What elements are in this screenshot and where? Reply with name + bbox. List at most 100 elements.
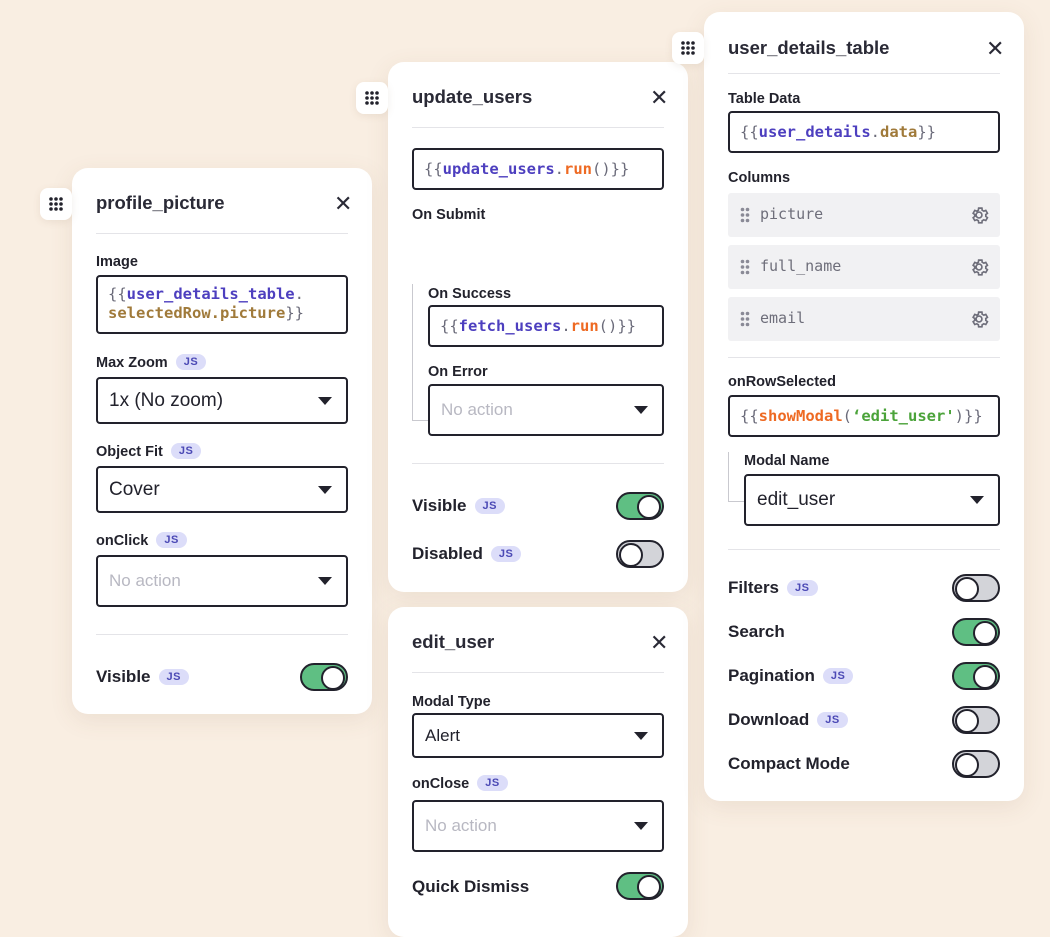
code-dot: .	[554, 160, 564, 178]
code-var: update_users	[442, 160, 555, 178]
panel-title: profile_picture	[96, 192, 225, 213]
on-success-code-input[interactable]: {{fetch_users.run()}}	[428, 305, 664, 347]
max-zoom-select[interactable]: 1x (No zoom)	[96, 377, 348, 424]
chevron-down-icon	[318, 485, 332, 494]
code-brace: }}	[964, 407, 983, 425]
divider	[96, 634, 348, 635]
js-badge[interactable]: JS	[170, 443, 202, 459]
code-brace: }}	[610, 160, 630, 178]
filters-label-text: Filters	[728, 578, 780, 597]
js-badge[interactable]: JS	[822, 668, 854, 684]
drag-handle-icon[interactable]	[356, 82, 388, 114]
onclose-select[interactable]: No action	[412, 800, 664, 852]
drag-handle-icon[interactable]	[672, 32, 704, 64]
gear-icon[interactable]	[968, 256, 990, 278]
compact-mode-toggle[interactable]	[952, 750, 1000, 778]
gear-icon[interactable]	[968, 308, 990, 330]
search-toggle[interactable]	[952, 618, 1000, 646]
modal-type-value: Alert	[425, 725, 460, 745]
filters-label: Filters JS	[728, 578, 818, 598]
close-icon[interactable]: ✕	[650, 630, 669, 655]
columns-label: Columns	[728, 170, 791, 186]
js-badge[interactable]: JS	[787, 580, 818, 596]
onclick-select[interactable]: No action	[96, 555, 348, 607]
drag-grip-icon[interactable]	[740, 207, 750, 223]
download-label: Download JS	[728, 710, 848, 730]
code-brace: }}	[917, 123, 936, 141]
object-fit-select[interactable]: Cover	[96, 466, 348, 513]
js-badge[interactable]: JS	[158, 669, 189, 685]
close-icon[interactable]: ✕	[334, 191, 353, 216]
code-brace: {{	[440, 317, 459, 335]
chevron-down-icon	[318, 396, 332, 405]
toggle-knob	[973, 665, 997, 689]
compact-mode-label: Compact Mode	[728, 754, 850, 773]
column-row[interactable]: picture	[728, 193, 1000, 237]
chevron-down-icon	[634, 731, 648, 740]
quick-dismiss-toggle[interactable]	[616, 872, 664, 900]
drag-handle-icon[interactable]	[40, 188, 72, 220]
object-fit-value: Cover	[109, 478, 160, 500]
divider	[412, 127, 664, 128]
chevron-down-icon	[970, 496, 984, 504]
max-zoom-label: Max Zoom JS	[96, 354, 207, 371]
toggle-knob	[955, 709, 979, 733]
grid-dots-icon	[365, 91, 379, 105]
js-badge[interactable]: JS	[817, 712, 848, 728]
download-toggle[interactable]	[952, 706, 1000, 734]
update-users-panel: update_users ✕ {{update_users.run()}} On…	[388, 62, 688, 592]
toggle-knob	[637, 495, 661, 519]
code-var: user_details_table	[126, 285, 295, 303]
visible-label-text: Visible	[412, 496, 467, 515]
chevron-down-icon	[634, 406, 648, 414]
pagination-toggle[interactable]	[952, 662, 1000, 690]
code-dot: .	[561, 317, 571, 335]
tree-line	[412, 284, 413, 420]
js-badge[interactable]: JS	[477, 775, 508, 791]
tree-line	[412, 420, 428, 421]
code-fn: showModal	[758, 407, 843, 425]
profile-picture-panel: profile_picture ✕ Image {{user_details_t…	[72, 168, 372, 714]
column-name: full_name	[760, 257, 842, 275]
table-data-code-input[interactable]: {{user_details.data}}	[728, 111, 1000, 153]
close-icon[interactable]: ✕	[650, 85, 669, 110]
code-paren: (	[842, 407, 853, 425]
visible-toggle[interactable]	[300, 663, 348, 691]
image-label: Image	[96, 254, 138, 270]
object-fit-label-text: Object Fit	[96, 444, 163, 460]
on-error-select[interactable]: No action	[428, 384, 664, 436]
image-code-input[interactable]: {{user_details_table. selectedRow.pictur…	[96, 275, 348, 334]
user-details-table-panel: user_details_table ✕ Table Data {{user_d…	[704, 12, 1024, 801]
code-paren: )	[954, 407, 965, 425]
on-row-selected-code-input[interactable]: {{showModal(‘edit_user')}}	[728, 395, 1000, 437]
close-icon[interactable]: ✕	[986, 36, 1005, 61]
onclick-label: onClick JS	[96, 532, 187, 549]
column-row[interactable]: email	[728, 297, 1000, 341]
js-badge[interactable]: JS	[474, 498, 505, 514]
code-brace: {{	[740, 123, 759, 141]
modal-type-label: Modal Type	[412, 694, 491, 710]
modal-type-select[interactable]: Alert	[412, 713, 664, 758]
divider	[412, 672, 664, 673]
js-badge[interactable]: JS	[175, 354, 207, 370]
drag-grip-icon[interactable]	[740, 311, 750, 327]
toggle-knob	[321, 666, 345, 690]
onclose-label: onClose JS	[412, 775, 508, 792]
update-users-code-input[interactable]: {{update_users.run()}}	[412, 148, 664, 190]
js-badge[interactable]: JS	[156, 532, 187, 548]
code-fn: run	[564, 160, 592, 178]
grid-dots-icon	[681, 41, 695, 55]
js-badge[interactable]: JS	[490, 546, 522, 562]
visible-toggle[interactable]	[616, 492, 664, 520]
code-prop: selectedRow.picture	[108, 304, 286, 322]
drag-grip-icon[interactable]	[740, 259, 750, 275]
modal-name-select[interactable]: edit_user	[744, 474, 1000, 526]
filters-toggle[interactable]	[952, 574, 1000, 602]
disabled-toggle[interactable]	[616, 540, 664, 568]
tree-line	[728, 501, 744, 502]
gear-icon[interactable]	[968, 204, 990, 226]
code-dot: .	[870, 123, 880, 141]
column-row[interactable]: full_name	[728, 245, 1000, 289]
toggle-knob	[637, 875, 661, 899]
on-error-label: On Error	[428, 364, 488, 380]
